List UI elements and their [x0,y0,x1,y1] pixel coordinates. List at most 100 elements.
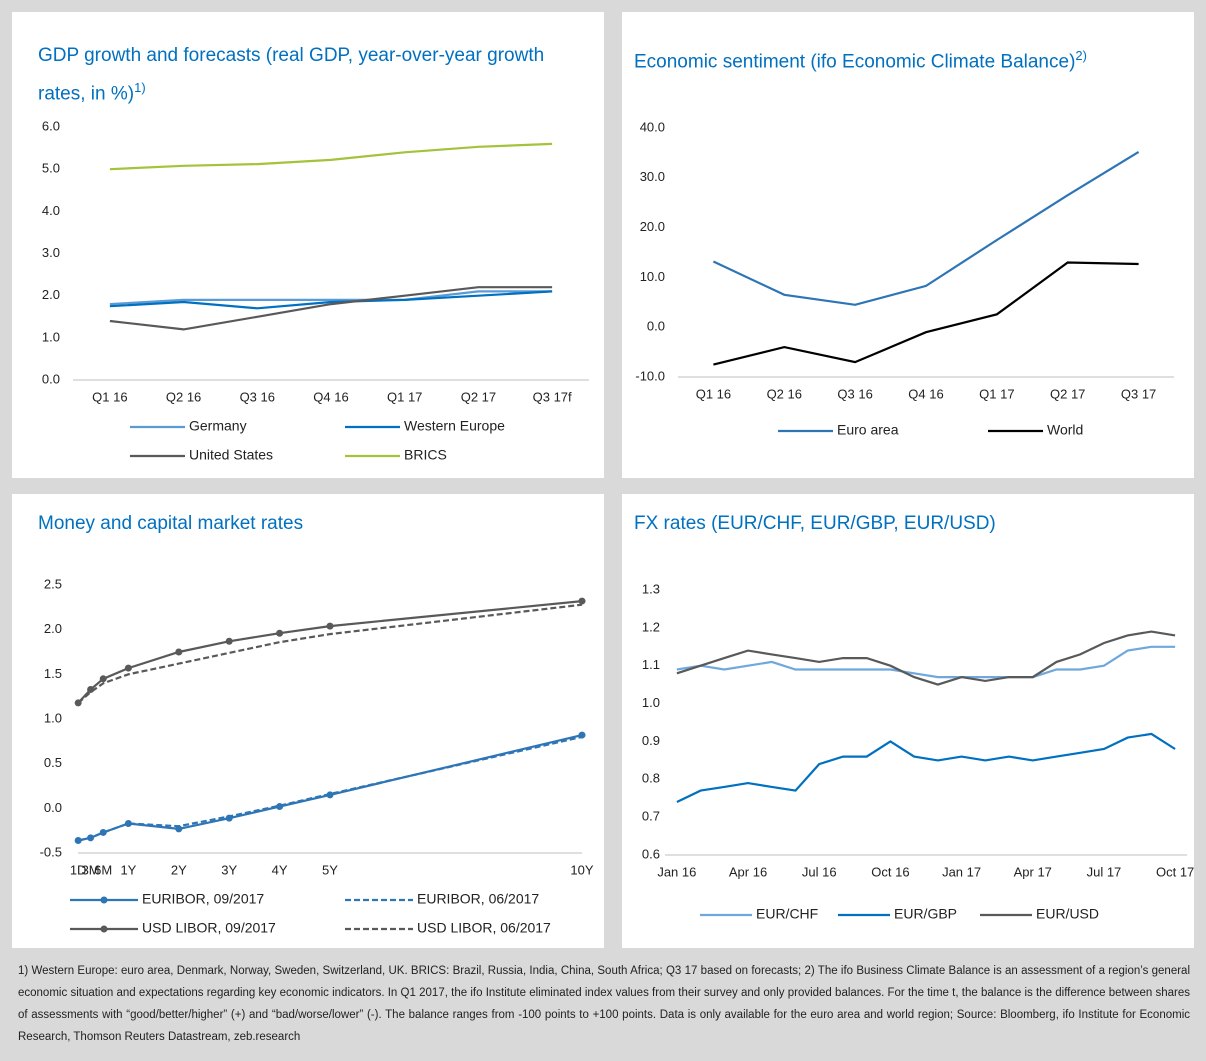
x-tick-label: Q3 17f [533,389,572,404]
y-tick-label: 3.0 [42,245,60,260]
series-line [109,290,553,306]
x-tick-label: Apr 17 [1014,864,1052,879]
series-line [713,261,1139,366]
x-tick-label: Q3 16 [240,389,275,404]
y-tick-label: 40.0 [640,119,665,134]
series-line [77,735,583,842]
panel [12,12,604,478]
x-tick-label: Q1 16 [696,386,731,401]
chart-title: GDP growth and forecasts (real GDP, year… [38,40,583,110]
point [225,637,233,645]
panel [622,494,1194,948]
y-tick-label: -0.5 [40,844,62,859]
x-tick-label: 4Y [272,862,288,877]
y-tick-label: 0.0 [647,319,665,334]
point [326,622,334,630]
x-tick-label: Q4 16 [908,386,943,401]
x-tick-label: Jan 17 [942,864,981,879]
series-line [109,286,553,331]
series-line [676,630,1176,686]
x-tick-label: Jul 17 [1087,864,1122,879]
y-tick-label: 6.0 [42,118,60,133]
y-tick-label: 0.9 [642,733,660,748]
y-tick-label: 1.5 [44,666,62,681]
y-tick-label: 0.0 [44,800,62,815]
x-tick-label: Oct 16 [871,864,909,879]
title-text: FX rates (EUR/CHF, EUR/GBP, EUR/USD) [634,513,996,534]
chart-title: Money and capital market rates [38,508,583,540]
footnote: 1) Western Europe: euro area, Denmark, N… [18,965,1190,1043]
x-tick-label: Q1 17 [387,389,422,404]
y-tick-label: 2.0 [44,621,62,636]
x-tick-label: 3M [82,862,100,877]
point [175,648,183,656]
legend-label: World [1047,422,1083,438]
legend-label: Euro area [837,422,899,438]
y-tick-label: 2.0 [42,287,60,302]
title-text: Economic sentiment (ifo Economic Climate… [634,51,1076,73]
point [99,675,107,683]
x-tick-label: 6M [94,862,112,877]
legend-label: United States [189,447,273,463]
chart-title: FX rates (EUR/CHF, EUR/GBP, EUR/USD) [634,508,1184,540]
x-tick-label: Oct 17 [1156,864,1194,879]
legend-marker [100,896,108,904]
point [578,597,586,605]
series-line [109,290,553,310]
y-tick-label: 0.7 [642,809,660,824]
y-tick-label: 5.0 [42,161,60,176]
legend-label: Germany [189,418,247,434]
x-tick-label: 1Y [120,862,136,877]
legend-label: EUR/USD [1036,906,1099,922]
x-tick-label: 3Y [221,862,237,877]
x-tick-label: Q4 16 [313,389,348,404]
y-tick-label: 0.8 [642,771,660,786]
x-tick-label: Apr 16 [729,864,767,879]
legend-label: Western Europe [404,418,505,434]
x-tick-label: Jul 16 [802,864,837,879]
title-note: 2) [1075,48,1087,63]
y-tick-label: 10.0 [640,269,665,284]
title-text: Money and capital market rates [38,513,304,534]
x-tick-label: Jan 16 [657,864,696,879]
panel [12,494,604,948]
series-line [712,150,1140,306]
x-tick-label: Q2 16 [166,389,201,404]
point [276,629,284,637]
x-tick-label: 2Y [171,862,187,877]
y-tick-label: 1.2 [642,619,660,634]
series-line [676,645,1176,679]
legend-marker [100,925,108,933]
x-tick-label: Q1 16 [92,389,127,404]
point [99,828,107,836]
point [74,836,82,844]
y-tick-label: 1.0 [42,329,60,344]
series-line [77,603,583,704]
panel [622,12,1194,478]
x-tick-label: Q2 17 [1050,386,1085,401]
y-tick-label: 0.0 [42,371,60,386]
y-tick-label: 1.1 [642,657,660,672]
y-tick-label: 2.5 [44,576,62,591]
legend-label: USD LIBOR, 06/2017 [417,920,551,936]
legend-label: EURIBOR, 09/2017 [142,891,264,907]
point [124,664,132,672]
y-tick-label: 0.5 [44,755,62,770]
y-tick-label: 1.0 [44,710,62,725]
y-tick-label: 0.6 [642,846,660,861]
x-tick-label: 1D [70,862,87,877]
y-tick-label: 1.3 [642,581,660,596]
y-tick-label: -10.0 [635,368,665,383]
y-tick-label: 1.0 [642,695,660,710]
title-text: GDP growth and forecasts (real GDP, year… [38,45,545,105]
legend-label: USD LIBOR, 09/2017 [142,920,276,936]
x-tick-label: 10Y [570,862,593,877]
x-tick-label: 5Y [322,862,338,877]
legend-label: EUR/GBP [894,906,957,922]
legend-label: EUR/CHF [756,906,818,922]
y-tick-label: 20.0 [640,219,665,234]
title-note: 1) [134,80,146,95]
y-tick-label: 30.0 [640,169,665,184]
